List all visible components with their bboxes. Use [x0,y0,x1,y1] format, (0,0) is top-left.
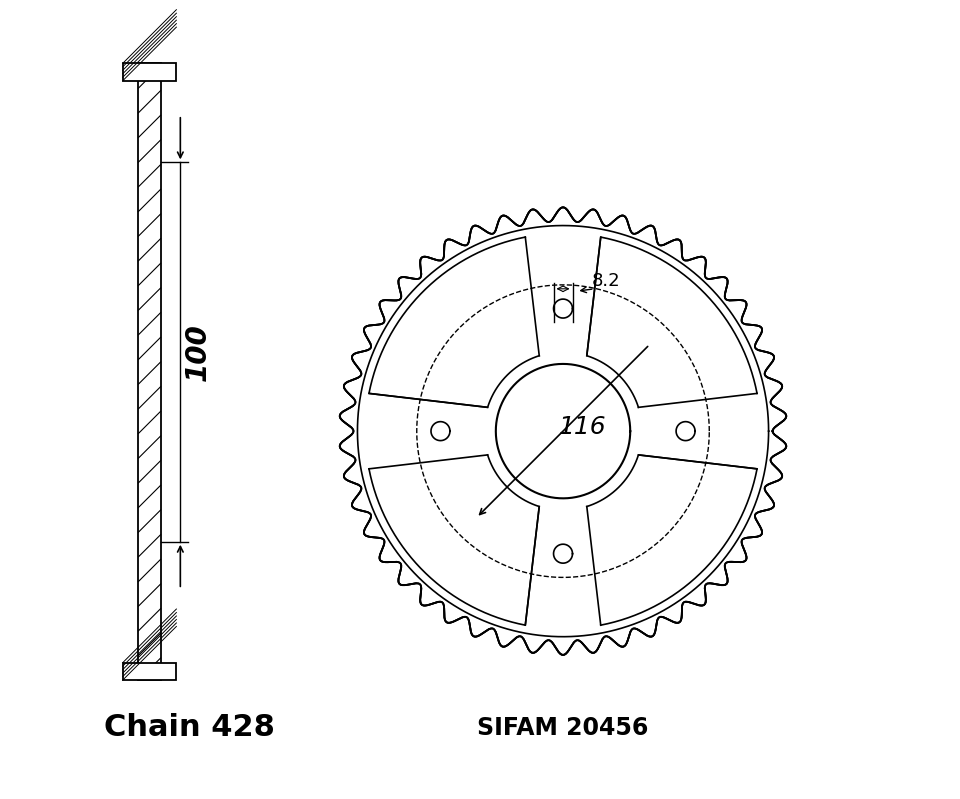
Bar [123,663,177,680]
Bar [123,63,177,81]
Bar [138,63,160,680]
Polygon shape [357,225,769,637]
Text: 8.2: 8.2 [592,272,621,290]
Text: 116: 116 [559,415,607,439]
Polygon shape [353,221,773,641]
Polygon shape [554,299,572,318]
Polygon shape [431,422,450,440]
Text: Chain 428: Chain 428 [105,714,276,742]
Polygon shape [587,237,757,407]
Polygon shape [495,364,630,499]
Polygon shape [340,208,786,655]
Polygon shape [369,455,540,625]
Polygon shape [676,422,695,440]
Polygon shape [353,221,773,641]
Text: 100: 100 [183,323,212,381]
Text: SIFAM 20456: SIFAM 20456 [477,716,649,740]
Polygon shape [369,237,540,407]
Polygon shape [554,544,572,563]
Polygon shape [587,455,757,625]
